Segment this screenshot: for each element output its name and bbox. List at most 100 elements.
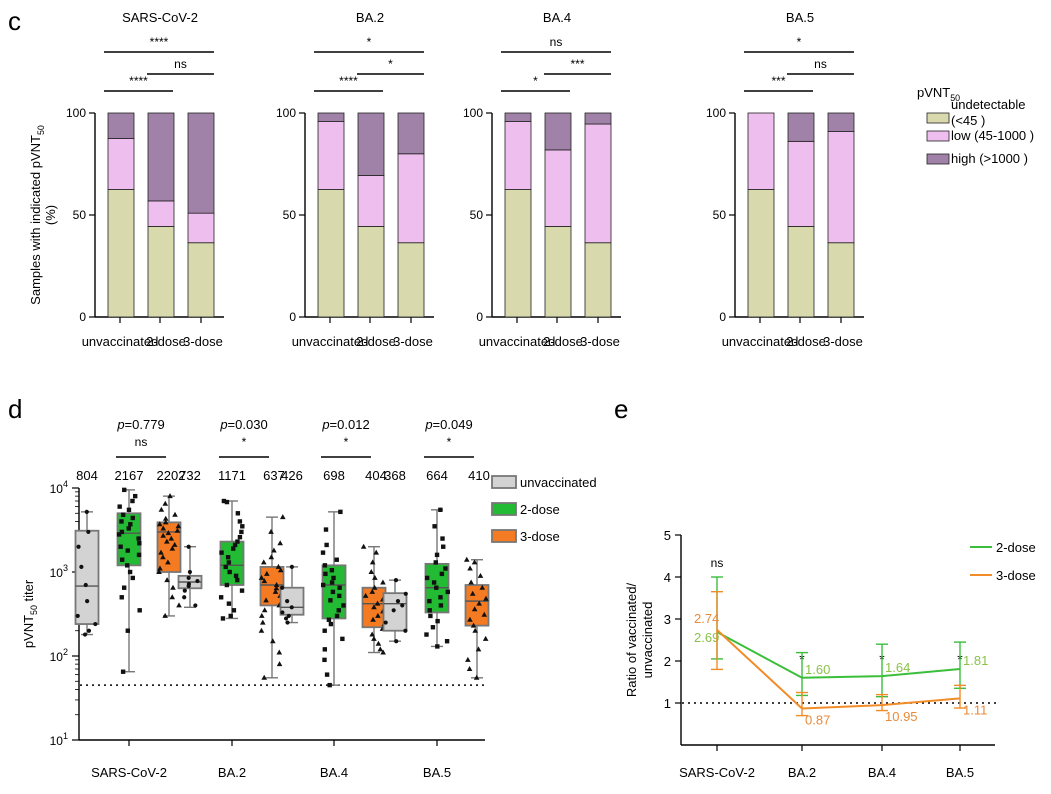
data-point bbox=[324, 542, 329, 548]
data-point bbox=[433, 560, 438, 565]
data-point bbox=[470, 622, 477, 628]
panel-e-ratio-line-chart: 1 2 3 4 5 Ratio of vaccinated/unvaccinated SAR… bbox=[624, 528, 1036, 780]
y-tick-label: 102 bbox=[50, 647, 68, 664]
significance-label: ns bbox=[174, 57, 187, 71]
data-point bbox=[465, 656, 471, 662]
data-point bbox=[187, 569, 193, 575]
data-point bbox=[374, 600, 381, 606]
y-tick-label: 50 bbox=[713, 208, 727, 222]
significance-label: *** bbox=[570, 57, 584, 71]
data-point bbox=[438, 507, 443, 513]
data-point bbox=[165, 530, 172, 536]
bar-segment-high bbox=[357, 112, 385, 176]
data-point bbox=[322, 647, 328, 652]
gmt-label: 804 bbox=[76, 468, 98, 483]
x-tick-label: 2-dose bbox=[543, 334, 583, 349]
panel-e-legend: 2-dose 3-dose bbox=[970, 540, 1036, 583]
panel-label-d: d bbox=[8, 394, 22, 424]
data-point bbox=[172, 511, 178, 517]
data-point bbox=[226, 601, 232, 606]
legend-label: 2-dose bbox=[520, 502, 560, 517]
data-point bbox=[270, 638, 276, 644]
data-point bbox=[427, 598, 432, 604]
data-point bbox=[445, 589, 450, 595]
panel-d-y-axis-label-main: pVNT bbox=[21, 615, 36, 648]
bar-segment-low bbox=[504, 121, 532, 190]
data-point bbox=[373, 549, 380, 555]
y-tick-label: 50 bbox=[73, 208, 87, 222]
data-point bbox=[116, 532, 122, 537]
data-point bbox=[340, 636, 345, 642]
box-unvaccinated bbox=[177, 544, 203, 608]
x-tick-label: 2-dose bbox=[146, 334, 186, 349]
significance-label: **** bbox=[150, 35, 169, 49]
p-significance-label: * bbox=[344, 435, 349, 449]
data-point bbox=[137, 541, 142, 546]
bar-segment-undetectable bbox=[147, 226, 175, 318]
x-tick-label: 3-dose bbox=[183, 334, 223, 349]
data-point bbox=[443, 566, 448, 571]
panel-c-title: SARS-CoV-2 bbox=[122, 10, 198, 25]
data-point bbox=[276, 649, 283, 655]
data-point bbox=[119, 595, 124, 600]
data-point bbox=[438, 603, 444, 608]
data-point bbox=[193, 603, 198, 608]
data-point bbox=[235, 511, 241, 516]
data-label: 1.60 bbox=[805, 662, 830, 677]
gmt-label: 637 bbox=[263, 468, 285, 483]
panel-d-y-axis-label-sub: 50 bbox=[29, 605, 39, 615]
data-point bbox=[186, 575, 191, 581]
data-point bbox=[329, 568, 335, 573]
p-symbol: p bbox=[424, 417, 432, 432]
y-tick-base: 10 bbox=[50, 734, 64, 748]
x-tick-label: 2-dose bbox=[786, 334, 826, 349]
x-tick-label: SARS-CoV-2 bbox=[91, 765, 167, 780]
p-value: =0.030 bbox=[228, 417, 268, 432]
data-point bbox=[170, 584, 176, 590]
x-tick-label: 2-dose bbox=[356, 334, 396, 349]
data-point bbox=[337, 585, 342, 590]
y-tick-label: 100 bbox=[66, 106, 86, 120]
data-point bbox=[117, 504, 122, 509]
data-point bbox=[432, 524, 437, 529]
y-tick-label: 101 bbox=[50, 731, 68, 748]
bar-segment-high bbox=[584, 112, 612, 125]
gmt-label: 426 bbox=[281, 468, 303, 483]
box-body bbox=[279, 586, 305, 616]
data-label: 1.11 bbox=[963, 702, 987, 717]
box-3-dose bbox=[360, 543, 388, 655]
data-point bbox=[323, 571, 328, 577]
data-point bbox=[434, 552, 440, 558]
y-tick-label: 100 bbox=[276, 106, 296, 120]
significance-label: *** bbox=[771, 74, 785, 88]
legend-title: pVNT50 bbox=[917, 85, 960, 103]
data-label: 2.69 bbox=[694, 630, 719, 645]
box-unvaccinated bbox=[279, 564, 305, 625]
data-point bbox=[171, 541, 178, 547]
data-point bbox=[286, 613, 291, 619]
data-point bbox=[334, 613, 340, 619]
x-tick-label: unvaccinated bbox=[292, 334, 369, 349]
data-point bbox=[371, 584, 378, 590]
bar-segment-low bbox=[357, 175, 385, 227]
y-tick-label: 0 bbox=[79, 310, 86, 324]
data-point bbox=[380, 579, 386, 585]
data-point bbox=[119, 529, 125, 535]
y-tick-label: 1 bbox=[664, 696, 671, 711]
data-point bbox=[130, 498, 135, 504]
data-point bbox=[235, 577, 240, 583]
data-point bbox=[277, 567, 284, 573]
panel-d-y-axis-label: pVNT50 titer bbox=[21, 579, 39, 648]
significance-label: ns bbox=[550, 35, 563, 49]
data-point bbox=[369, 559, 376, 565]
data-point bbox=[277, 540, 283, 546]
data-point bbox=[469, 590, 476, 596]
data-point bbox=[93, 621, 98, 627]
data-point bbox=[377, 646, 384, 652]
data-point bbox=[323, 527, 329, 532]
data-point bbox=[239, 529, 244, 535]
bar-segment-high bbox=[317, 112, 345, 122]
